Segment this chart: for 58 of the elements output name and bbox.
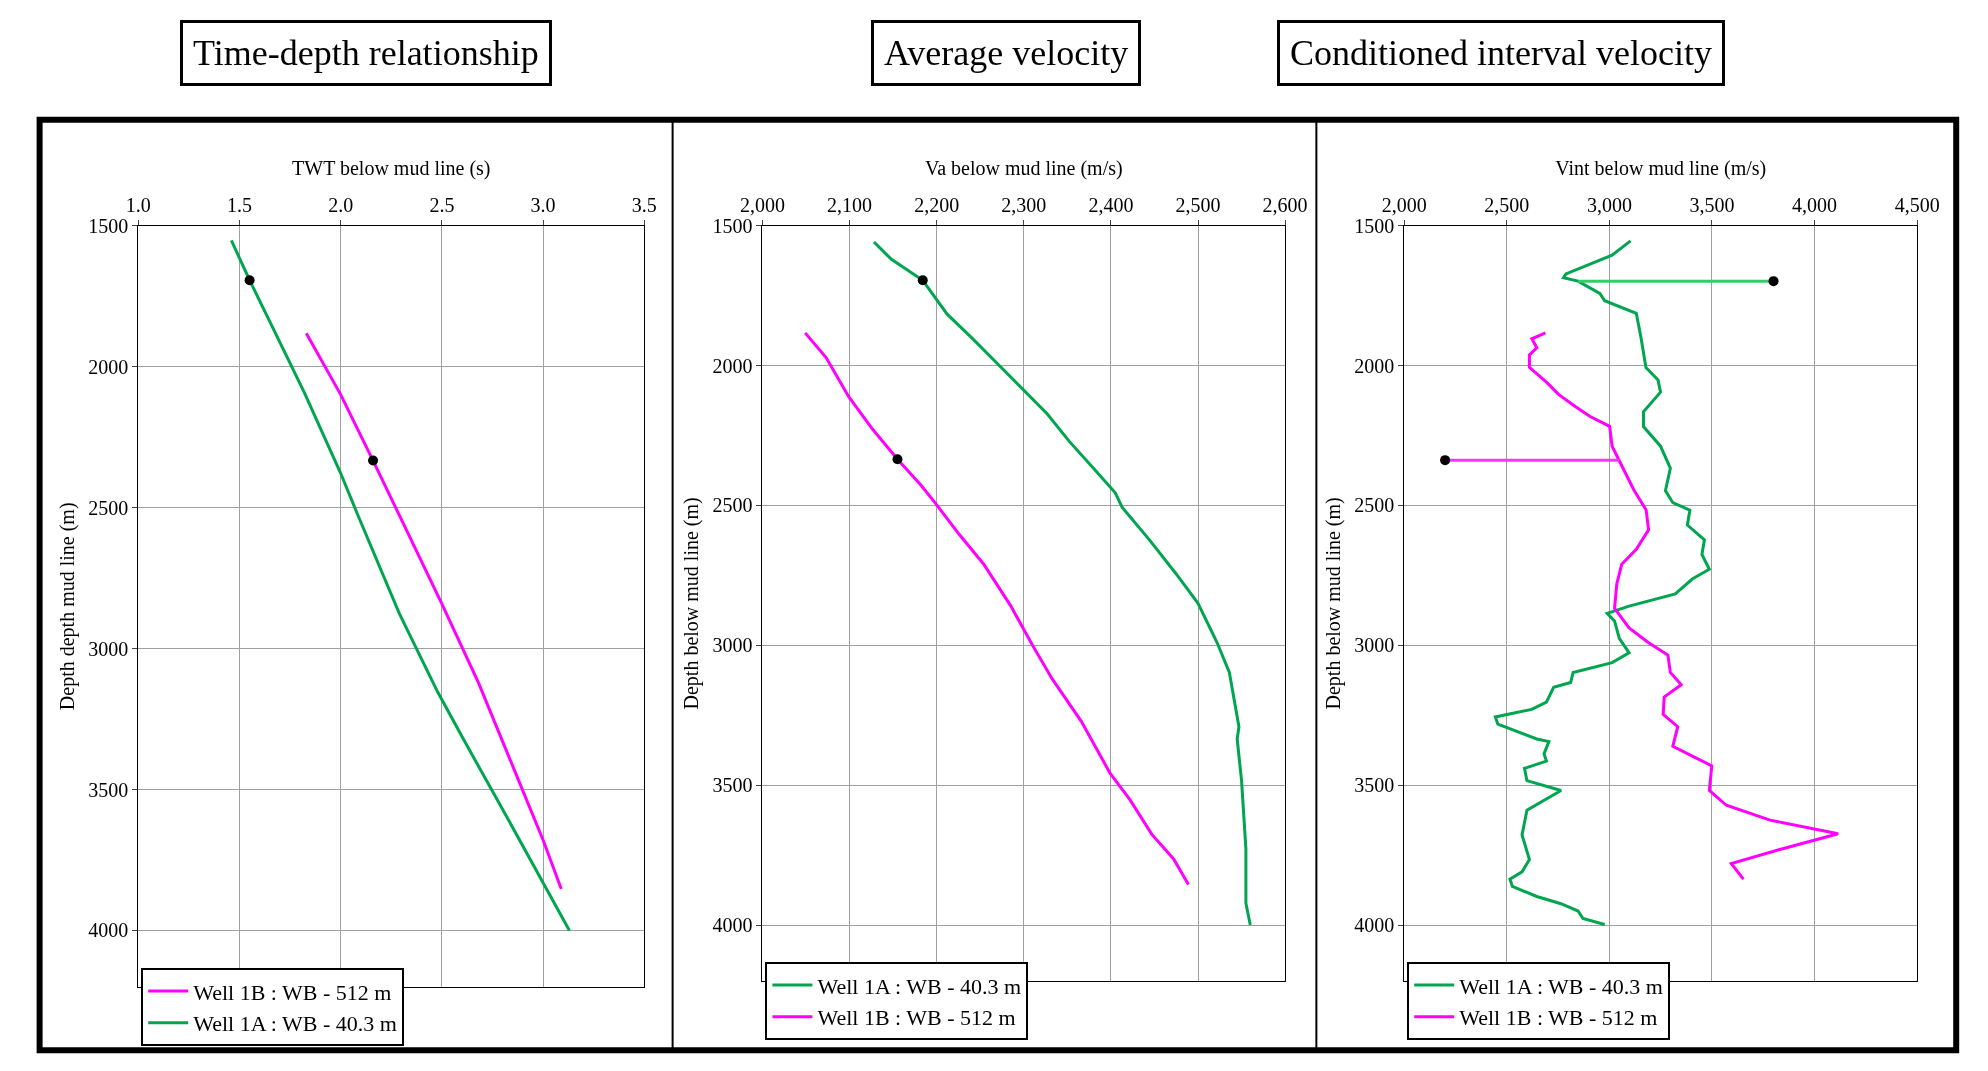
y-tick-label: 3500 — [88, 778, 129, 801]
line-series — [803, 331, 1190, 886]
y-tick-label: 3500 — [712, 774, 753, 797]
legend-label: Well 1B : WB - 512 m — [817, 1005, 1016, 1031]
x-tick-label: 1.0 — [125, 193, 151, 216]
y-tick-label: 1500 — [1354, 214, 1395, 237]
x-tick-label: 3.5 — [631, 193, 657, 216]
x-tick-label: 2,100 — [827, 193, 873, 216]
line-series — [872, 240, 1252, 927]
legend-label: Well 1B : WB - 512 m — [193, 979, 392, 1005]
y-tick-label: 2000 — [712, 354, 753, 377]
x-axis-title: Va below mud line (m/s) — [924, 157, 1123, 181]
y-tick-label: 3000 — [88, 637, 129, 660]
y-tick-label: 1500 — [712, 214, 753, 237]
y-tick-label: 4000 — [88, 919, 129, 942]
y-tick-label: 2500 — [1354, 494, 1395, 517]
legend-label: Well 1A : WB - 40.3 m — [193, 1011, 397, 1037]
line-series — [304, 331, 563, 891]
x-tick-label: 2,500 — [1484, 193, 1530, 216]
x-tick-label: 2,300 — [1001, 193, 1047, 216]
x-axis-title: Vint below mud line (m/s) — [1555, 157, 1767, 181]
chart-title: Conditioned interval velocity — [1290, 33, 1712, 73]
legend-label: Well 1A : WB - 40.3 m — [1459, 973, 1663, 999]
y-tick-label: 3000 — [712, 634, 753, 657]
x-tick-label: 2,000 — [739, 193, 785, 216]
line-series — [229, 238, 571, 932]
x-tick-label: 4,000 — [1792, 193, 1838, 216]
x-tick-label: 2,000 — [1381, 193, 1427, 216]
legend-label: Well 1A : WB - 40.3 m — [817, 973, 1022, 999]
x-tick-label: 2.0 — [328, 193, 354, 216]
y-tick-label: 3000 — [1354, 634, 1395, 657]
x-tick-label: 2,200 — [914, 193, 960, 216]
x-tick-label: 2.5 — [429, 193, 455, 216]
y-axis-title: Depth below mud line (m) — [1321, 497, 1345, 710]
x-tick-label: 3,500 — [1689, 193, 1735, 216]
y-tick-label: 4000 — [1354, 914, 1395, 936]
x-tick-label: 4,500 — [1894, 193, 1940, 216]
x-tick-label: 3.0 — [530, 193, 556, 216]
x-tick-label: 1.5 — [226, 193, 252, 216]
y-tick-label: 2500 — [88, 496, 129, 519]
line-series — [1527, 331, 1840, 881]
x-axis-title: TWT below mud line (s) — [292, 157, 491, 181]
x-tick-label: 3,000 — [1586, 193, 1632, 216]
x-tick-label: 2,400 — [1088, 193, 1134, 216]
x-tick-label: 2,500 — [1175, 193, 1221, 216]
chart-title: Average velocity — [884, 33, 1129, 73]
y-tick-label: 2000 — [88, 355, 129, 378]
y-tick-label: 2500 — [712, 494, 753, 517]
y-axis-title: Depth below mud line (m) — [679, 497, 703, 710]
chart-title: Time-depth relationship — [193, 33, 539, 73]
y-axis-title: Depth depth mud line (m) — [55, 502, 79, 711]
x-tick-label: 2,600 — [1262, 193, 1308, 216]
line-series — [1493, 239, 1711, 926]
y-tick-label: 1500 — [88, 214, 129, 237]
y-tick-label: 3500 — [1354, 774, 1395, 797]
y-tick-label: 2000 — [1354, 354, 1395, 377]
y-tick-label: 4000 — [712, 914, 753, 936]
legend-label: Well 1B : WB - 512 m — [1459, 1005, 1658, 1031]
